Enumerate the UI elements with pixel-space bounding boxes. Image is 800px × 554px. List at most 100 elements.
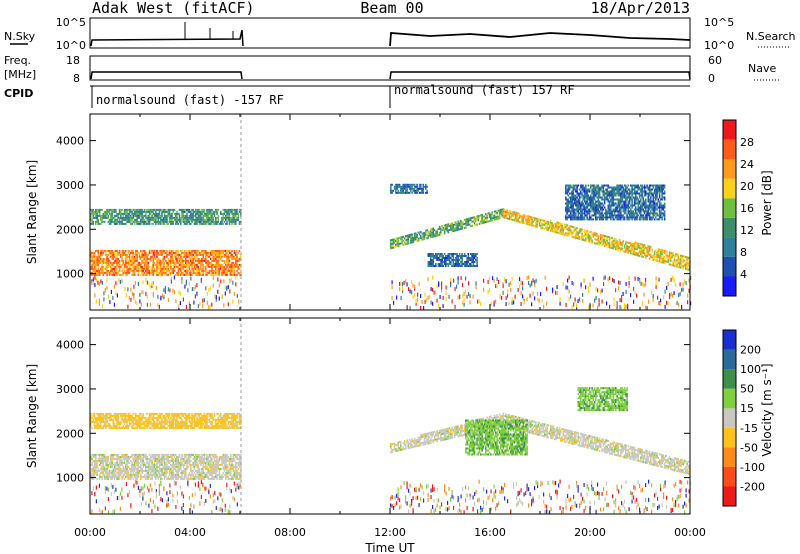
echo-cell <box>200 267 202 270</box>
echo-cell <box>137 214 140 217</box>
echo-cell <box>482 215 485 218</box>
echo-cell <box>95 463 97 466</box>
noise-cell <box>652 294 654 299</box>
echo-cell <box>643 188 646 191</box>
echo-cell <box>203 259 206 262</box>
echo-cell <box>162 249 165 252</box>
echo-cell <box>405 239 407 242</box>
echo-cell <box>466 257 468 259</box>
echo-cell <box>117 220 120 223</box>
echo-cell <box>468 265 471 267</box>
nsky-tick-low: 10^0 <box>56 39 86 52</box>
echo-cell <box>98 261 101 264</box>
echo-cell <box>177 253 180 256</box>
noise-cell <box>588 286 590 291</box>
echo-cell <box>622 190 625 193</box>
echo-cell <box>466 222 468 225</box>
noise-cell <box>528 275 530 280</box>
echo-cell <box>498 215 501 218</box>
echo-cell <box>237 218 240 221</box>
echo-cell <box>437 228 440 231</box>
echo-cell <box>188 271 191 274</box>
echo-cell <box>645 204 647 207</box>
echo-cell <box>141 269 143 272</box>
noise-cell <box>523 300 525 305</box>
echo-cell <box>137 222 140 225</box>
echo-cell <box>125 216 127 219</box>
echo-cell <box>438 265 441 267</box>
echo-cell <box>450 257 452 259</box>
echo-cell <box>580 190 582 193</box>
echo-cell <box>153 216 156 219</box>
echo-cell <box>458 224 461 227</box>
echo-cell <box>586 218 588 221</box>
echo-cell <box>140 273 142 276</box>
echo-cell <box>131 261 133 264</box>
echo-cell <box>141 255 143 258</box>
echo-cell <box>425 229 427 232</box>
echo-cell <box>95 271 97 274</box>
echo-cell <box>96 259 98 262</box>
echo-cell <box>162 271 165 274</box>
echo-cell <box>641 186 643 189</box>
echo-cell <box>580 212 582 215</box>
echo-cell <box>588 236 591 239</box>
echo-cell <box>406 191 408 194</box>
echo-cell <box>618 192 621 195</box>
echo-cell <box>91 271 93 274</box>
noise-cell <box>205 286 207 291</box>
echo-cell <box>646 212 648 215</box>
echo-cell <box>188 267 191 270</box>
echo-cell <box>115 265 117 268</box>
echo-cell <box>618 190 621 193</box>
echo-cell <box>585 184 587 187</box>
echo-cell <box>566 190 568 193</box>
echo-cell <box>238 273 241 276</box>
noise-cell <box>209 286 211 291</box>
echo-cell <box>653 202 656 205</box>
echo-cell <box>653 210 656 213</box>
echo-cell <box>156 253 158 256</box>
echo-cell <box>223 212 226 215</box>
echo-cell <box>186 222 188 225</box>
echo-cell <box>107 210 110 213</box>
echo-cell <box>390 187 392 190</box>
echo-cell <box>215 251 217 254</box>
echo-cell <box>655 186 657 189</box>
echo-cell <box>177 218 180 221</box>
echo-cell <box>418 231 421 234</box>
echo-cell <box>172 220 175 223</box>
echo-cell <box>447 225 450 228</box>
echo-cell <box>626 206 628 209</box>
echo-cell <box>171 259 173 262</box>
echo-cell <box>581 216 583 219</box>
echo-cell <box>457 263 460 265</box>
echo-cell <box>103 261 106 264</box>
noise-cell <box>531 281 533 286</box>
echo-cell <box>150 255 152 258</box>
echo-cell <box>611 245 613 248</box>
echo-cell <box>226 259 228 262</box>
echo-cell <box>176 273 178 276</box>
echo-cell <box>126 265 128 268</box>
echo-cell <box>575 184 577 187</box>
echo-cell <box>182 212 185 215</box>
echo-cell <box>185 214 187 217</box>
echo-cell <box>126 261 128 264</box>
echo-cell <box>648 204 651 207</box>
echo-cell <box>155 222 157 225</box>
noise-cell <box>101 280 103 285</box>
echo-cell <box>566 188 568 191</box>
echo-cell <box>108 263 111 266</box>
echo-cell <box>661 208 663 211</box>
echo-cell <box>476 259 478 261</box>
echo-cell <box>517 212 520 215</box>
echo-cell <box>163 214 166 217</box>
echo-cell <box>627 249 630 252</box>
echo-cell <box>177 267 180 270</box>
echo-cell <box>575 232 577 235</box>
noise-cell <box>106 285 108 290</box>
echo-cell <box>615 246 617 249</box>
echo-cell <box>205 269 207 272</box>
echo-cell <box>455 263 457 265</box>
